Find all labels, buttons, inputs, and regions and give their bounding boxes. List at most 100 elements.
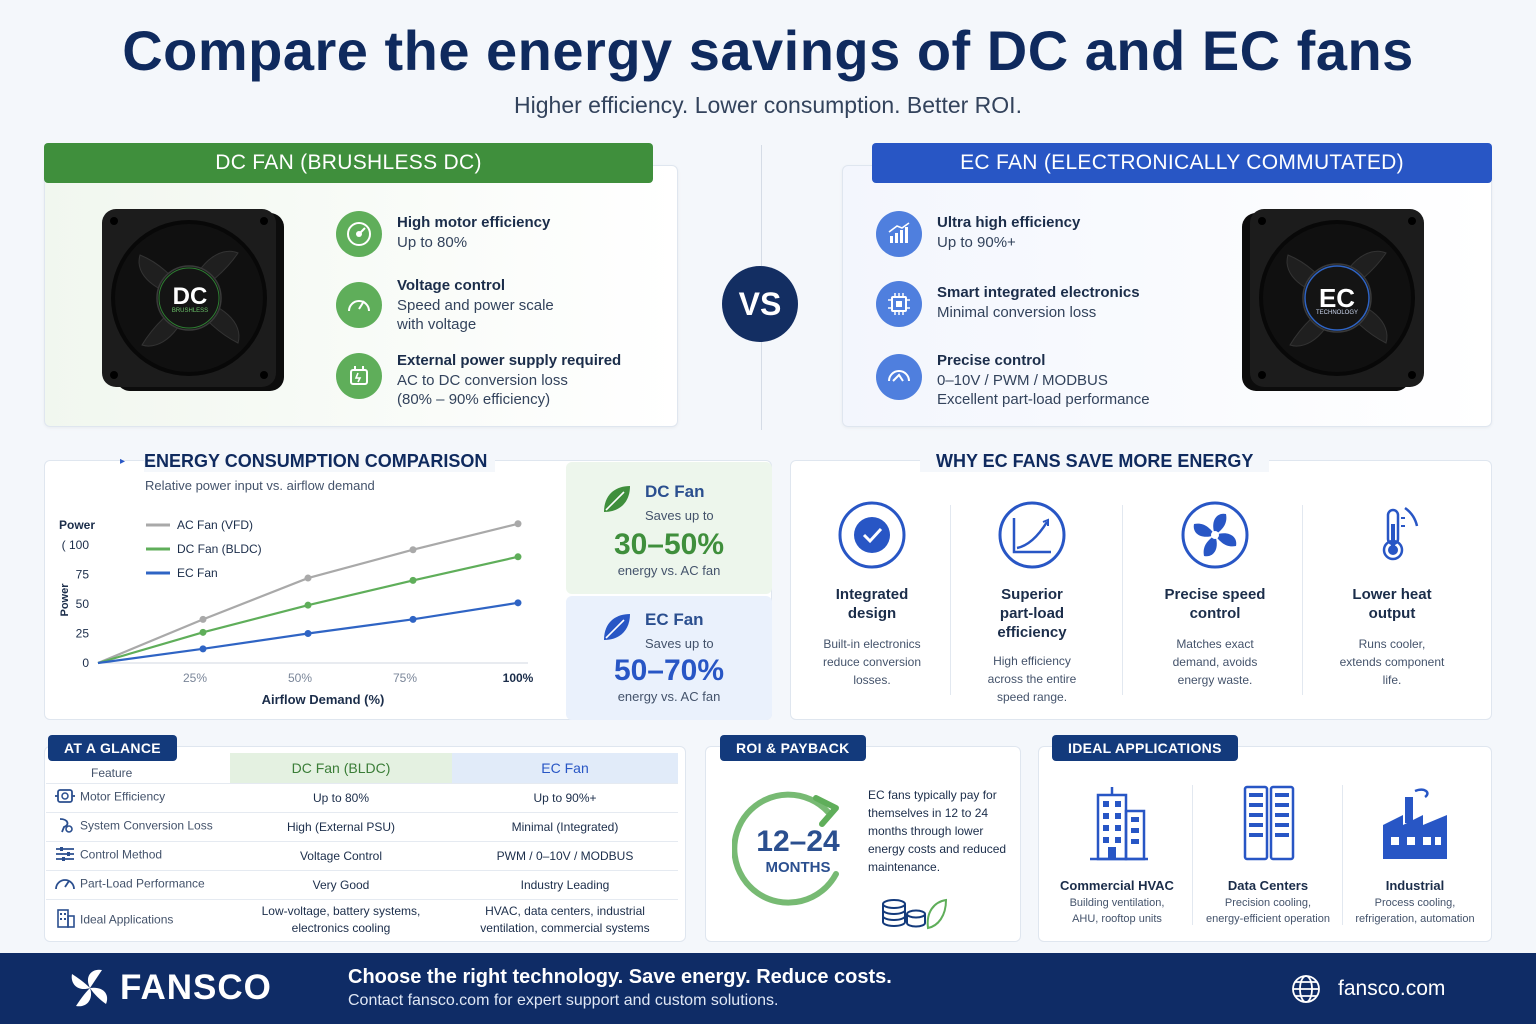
legend-label: DC Fan (BLDC) (177, 542, 262, 556)
data-point (514, 520, 522, 528)
dc-feature-title: External power supply required (397, 352, 622, 369)
application-title: Commercial HVAC (1060, 878, 1174, 893)
table-feature-cell: Ideal Applications (80, 912, 174, 927)
y-tick-label: 25 (76, 627, 90, 641)
website-link[interactable]: fansco.com (1338, 977, 1446, 1000)
page-title: Compare the energy savings of DC and EC … (122, 19, 1414, 82)
dc-savings-note: energy vs. AC fan (617, 563, 721, 578)
table-row: Ideal Applications Low-voltage, battery … (46, 898, 678, 941)
y-tick-label: 50 (76, 597, 90, 611)
gauge-small-icon (54, 874, 80, 895)
ec-savings-name: EC Fan (645, 610, 704, 629)
ec-feature-desc: 0–10V / PWM / MODBUS (937, 372, 1108, 389)
leaf-icon (604, 614, 630, 640)
x-axis-label: Airflow Demand (%) (262, 692, 385, 707)
why-item-title: part-load (999, 605, 1065, 622)
energy-comparison-title: ENERGY CONSUMPTION COMPARISON (144, 451, 496, 472)
dc-feature-desc: (80% – 90% efficiency) (397, 391, 551, 408)
thermometer-icon (1382, 506, 1419, 561)
chip-icon (876, 281, 922, 327)
footer-headline: Choose the right technology. Save energy… (348, 966, 892, 988)
why-item: Lower heat output Runs cooler, extends co… (1312, 500, 1472, 689)
factory-icon (1383, 788, 1447, 859)
ec-savings-box: EC Fan Saves up to 50–70% energy vs. AC … (566, 596, 772, 720)
data-point (514, 599, 522, 607)
why-item-title: Lower heat (1352, 586, 1432, 603)
plug-icon (54, 816, 80, 837)
payback-months: 12–24 MONTHS (752, 825, 844, 876)
coins-leaf-icon (882, 898, 948, 930)
energy-comparison-subtitle: Relative power input vs. airflow demand (145, 478, 375, 493)
table-dc-cell: Low-voltage, battery systems, electronic… (230, 898, 452, 941)
table-feature-cell: System Conversion Loss (80, 818, 213, 833)
motor-icon (54, 787, 80, 808)
dc-savings-box: DC Fan Saves up to 30–50% energy vs. AC … (566, 462, 772, 594)
legend-label: AC Fan (VFD) (177, 518, 253, 532)
dc-feature-title: High motor efficiency (397, 214, 551, 231)
footer-subline: Contact fansco.com for expert support an… (348, 992, 779, 1009)
energy-line-chart: 0 25 50 75 ( 100 Power Power 25% 50% 75% 100% Airfl… (59, 518, 534, 707)
data-point (199, 645, 207, 653)
divider (1122, 505, 1123, 695)
why-ec-panel (790, 460, 1492, 720)
why-item-title: design (847, 605, 897, 622)
sliders-icon (54, 845, 80, 866)
table-feature-cell: Control Method (80, 847, 163, 862)
x-tick-label: 25% (183, 671, 207, 685)
dc-feature-desc: AC to DC conversion loss (397, 372, 568, 389)
page-subtitle: Higher efficiency. Lower consumption. Be… (514, 92, 1022, 118)
y-axis-top-label: Power (59, 518, 95, 532)
dc-fan-image (102, 209, 284, 391)
bar-growth-icon (876, 211, 922, 257)
ec-feature-desc: Excellent part-load performance (937, 391, 1150, 408)
application-desc: Building ventilation, AHU, rooftop units (1069, 897, 1165, 925)
why-item-title: Precise speed (1164, 586, 1266, 603)
ec-feature-title: Precise control (937, 352, 1046, 369)
application-item: Commercial HVAC Building ventilation, AHU… (1042, 785, 1192, 927)
application-desc: Process cooling, refrigeration, automatio… (1355, 897, 1475, 925)
speedometer-icon (336, 282, 382, 328)
why-item-desc: Runs cooler, extends component life. (1339, 637, 1445, 687)
why-item: Precise speed control Matches exact deman… (1135, 500, 1295, 689)
ec-fan-label: EC (1318, 283, 1356, 313)
ec-feature-title: Smart integrated electronics (937, 284, 1140, 301)
why-item-title: Integrated (835, 586, 909, 603)
globe-icon (1292, 975, 1320, 1003)
table-row: System Conversion Loss High (External PS… (46, 811, 678, 841)
data-point (304, 630, 312, 637)
dc-fan-sublabel: BRUSHLESS (171, 308, 209, 314)
ec-savings-percent: 50–70% (613, 654, 725, 687)
why-ec-title: WHY EC FANS SAVE MORE ENERGY (920, 451, 1270, 472)
table-row: Part-Load Performance Very Good Industry… (46, 869, 678, 899)
application-item: Data Centers Precision cooling, energy-ef… (1193, 785, 1343, 927)
application-desc: Precision cooling, energy-efficient opera… (1206, 897, 1330, 925)
table-feature-cell: Motor Efficiency (80, 789, 166, 804)
table-dc-cell: Up to 80% (230, 782, 452, 812)
dc-feature-desc: Up to 80% (397, 234, 468, 251)
why-item: Integrated design Built-in electronics re… (792, 500, 952, 689)
application-title: Industrial (1385, 878, 1445, 893)
data-point (199, 628, 207, 636)
ec-fan-sublabel: TECHNOLOGY (1315, 310, 1358, 316)
at-a-glance-tag: AT A GLANCE (48, 735, 177, 761)
gauge-icon (336, 211, 382, 257)
ec-savings-label: Saves up to (645, 636, 714, 651)
why-item-title: Superior (1001, 586, 1063, 603)
why-item-desc: High efficiency across the entire speed ra… (987, 654, 1077, 704)
dc-savings-name: DC Fan (645, 482, 705, 501)
y-tick-label: ( 100 (62, 538, 90, 552)
payback-unit: MONTHS (765, 859, 831, 876)
why-item: Superior part-load efficiency High effic… (952, 500, 1112, 706)
table-header-ec: EC Fan (452, 753, 678, 783)
table-row: Control Method Voltage Control PWM / 0–1… (46, 840, 678, 870)
building-icon (1090, 787, 1148, 861)
power-supply-icon (336, 353, 382, 399)
why-item-title: control (1189, 605, 1241, 622)
data-point (409, 546, 417, 554)
x-tick-label: 75% (393, 671, 417, 685)
fansco-logo[interactable]: FANSCO (120, 968, 272, 1007)
application-title: Data Centers (1227, 878, 1309, 893)
building-small-icon (54, 908, 80, 933)
roi-tag: ROI & PAYBACK (720, 735, 866, 761)
table-ec-cell: HVAC, data centers, industrial ventilati… (452, 898, 678, 941)
